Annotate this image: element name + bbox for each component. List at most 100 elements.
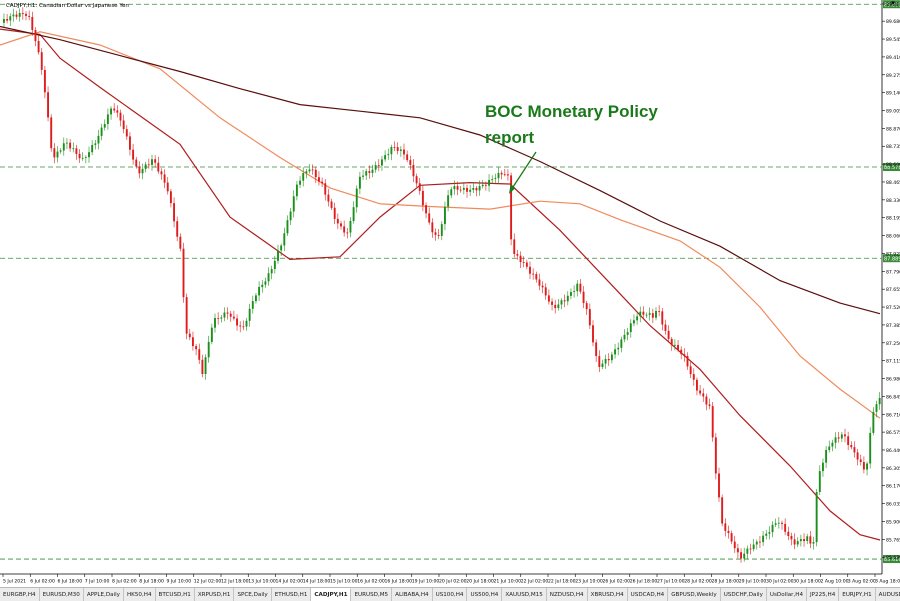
candle-body bbox=[629, 323, 632, 333]
candle-body bbox=[261, 284, 264, 288]
candle-body bbox=[796, 541, 799, 545]
x-tick-label: 2 Aug 10:00 bbox=[821, 579, 849, 585]
candle-body bbox=[75, 148, 78, 154]
tab-us100-h4[interactable]: US100,H4 bbox=[433, 588, 468, 601]
candle-body bbox=[683, 354, 686, 356]
candlesticks bbox=[3, 7, 881, 563]
candle-body bbox=[762, 535, 765, 543]
tab-eurjpy-h1[interactable]: EURJPY,H1 bbox=[839, 588, 876, 601]
chart-title: CADJPY,H1: Canadian Dollar vs Japanese Y… bbox=[6, 3, 129, 9]
candle-body bbox=[267, 273, 270, 282]
tab-us500-h4[interactable]: US500,H4 bbox=[467, 588, 503, 601]
tab-hk50-h4[interactable]: HK50,H4 bbox=[124, 588, 156, 601]
candle-body bbox=[840, 434, 843, 439]
candle-body bbox=[554, 304, 557, 308]
candle-body bbox=[831, 442, 834, 447]
candle-body bbox=[122, 120, 125, 130]
x-tick-label: 15 Jul 10:00 bbox=[330, 579, 358, 585]
candle-body bbox=[173, 203, 175, 222]
x-tick-label: 19 Jul 10:00 bbox=[412, 579, 440, 585]
tab-usdollar-h4[interactable]: UsDollar,H4 bbox=[767, 588, 808, 601]
candle-body bbox=[771, 524, 774, 533]
tab-jp225-h4[interactable]: JP225,H4 bbox=[807, 588, 840, 601]
candle-body bbox=[462, 187, 465, 190]
tab-xbrusd-h4[interactable]: XBRUSD,H4 bbox=[588, 588, 628, 601]
candle-body bbox=[784, 523, 787, 532]
tab-eurusd-m30[interactable]: EURUSD,M30 bbox=[40, 588, 84, 601]
x-tick-label: 20 Jul 02:00 bbox=[439, 579, 467, 585]
candle-body bbox=[15, 14, 18, 17]
tab-audusd-h1[interactable]: AUDUSD,H1 bbox=[876, 588, 900, 601]
y-tick-label: 87.115 bbox=[886, 359, 900, 365]
candle-body bbox=[736, 548, 739, 553]
tab-ethusd-h1[interactable]: ETHUSD,H1 bbox=[272, 588, 312, 601]
y-tick-label: 88.195 bbox=[886, 216, 900, 222]
candle-body bbox=[872, 411, 875, 433]
tab-btcusd-h1[interactable]: BTCUSD,H1 bbox=[156, 588, 195, 601]
candle-body bbox=[529, 266, 531, 274]
candle-body bbox=[434, 232, 437, 235]
candle-body bbox=[850, 445, 853, 448]
candle-body bbox=[815, 492, 818, 543]
hline-price-label: 87.889 bbox=[884, 256, 900, 262]
candle-body bbox=[292, 196, 295, 212]
x-tick-label: 6 Jul 18:00 bbox=[58, 579, 83, 585]
y-tick-label: 86.980 bbox=[886, 377, 900, 383]
tab-eurusd-m5[interactable]: EURUSD,M5 bbox=[351, 588, 393, 601]
candle-body bbox=[620, 339, 623, 348]
tab-nzdusd-h4[interactable]: NZDUSD,H4 bbox=[547, 588, 588, 601]
candle-body bbox=[724, 523, 727, 531]
ma-line bbox=[0, 31, 881, 419]
candle-body bbox=[34, 30, 37, 42]
candle-body bbox=[308, 169, 311, 172]
candle-body bbox=[604, 359, 607, 364]
candle-body bbox=[834, 437, 837, 443]
candle-body bbox=[280, 245, 283, 251]
candle-body bbox=[859, 459, 862, 462]
candle-body bbox=[330, 201, 333, 208]
candle-body bbox=[450, 189, 453, 196]
candle-body bbox=[88, 152, 90, 158]
candle-body bbox=[346, 232, 349, 234]
tab-gbpusd-weekly[interactable]: GBPUSD,Weekly bbox=[668, 588, 721, 601]
candle-body bbox=[648, 313, 651, 315]
x-tick-label: 22 Jul 18:00 bbox=[548, 579, 576, 585]
tab-cadjpy-h1[interactable]: CADJPY,H1 bbox=[311, 588, 352, 601]
candle-body bbox=[636, 316, 639, 321]
candle-body bbox=[365, 171, 368, 176]
candle-body bbox=[696, 379, 698, 391]
candle-body bbox=[513, 239, 516, 254]
candle-body bbox=[40, 52, 43, 70]
candle-body bbox=[878, 398, 881, 405]
y-tick-label: 86.710 bbox=[886, 412, 900, 418]
candle-body bbox=[21, 13, 24, 14]
tab-usdcad-h4[interactable]: USDCAD,H4 bbox=[628, 588, 669, 601]
candle-body bbox=[151, 159, 153, 165]
tab-alibaba-h4[interactable]: ALIBABA,H4 bbox=[392, 588, 433, 601]
candle-body bbox=[97, 135, 100, 144]
tab-xauusd-m15[interactable]: XAUUSD,M15 bbox=[502, 588, 547, 601]
x-tick-label: 14 Jul 18:00 bbox=[303, 579, 331, 585]
tab-apple-daily[interactable]: APPLE,Daily bbox=[84, 588, 124, 601]
candle-body bbox=[592, 325, 594, 343]
candle-body bbox=[847, 436, 850, 445]
candle-body bbox=[519, 255, 522, 263]
candle-body bbox=[106, 114, 109, 124]
candle-body bbox=[377, 165, 380, 166]
candle-body bbox=[239, 325, 242, 327]
ma-line bbox=[0, 28, 881, 541]
candle-body bbox=[103, 124, 106, 128]
candle-body bbox=[204, 357, 207, 374]
tab-usdchf-daily[interactable]: USDCHF,Daily bbox=[721, 588, 767, 601]
tab-xrpusd-h1[interactable]: XRPUSD,H1 bbox=[195, 588, 235, 601]
x-tick-label: 26 Jul 02:00 bbox=[603, 579, 631, 585]
x-tick-label: 7 Jul 10:00 bbox=[85, 579, 110, 585]
candle-body bbox=[459, 189, 462, 191]
y-tick-label: 87.655 bbox=[886, 287, 900, 293]
chevron-down-icon[interactable]: ▾ bbox=[891, 0, 895, 7]
tab-spce-daily[interactable]: SPCE,Daily bbox=[234, 588, 272, 601]
candle-body bbox=[560, 300, 563, 305]
tab-eurgbp-h4[interactable]: EURGBP,H4 bbox=[0, 588, 40, 601]
candle-body bbox=[809, 536, 812, 544]
